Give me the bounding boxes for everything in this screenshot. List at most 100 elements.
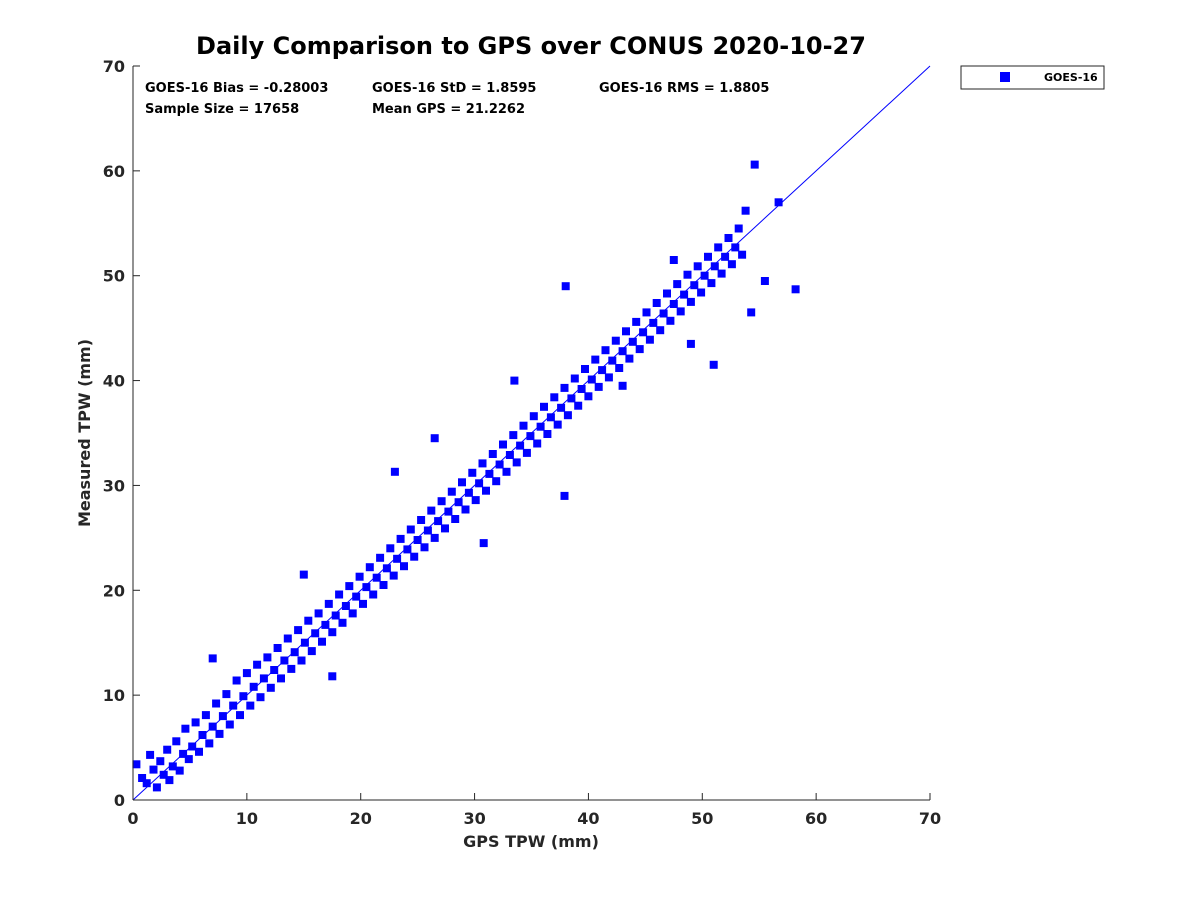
data-point — [294, 626, 303, 635]
y-tick-label: 40 — [103, 372, 125, 391]
data-point — [444, 507, 453, 516]
data-point — [447, 487, 456, 496]
data-point — [561, 282, 570, 291]
data-point — [427, 506, 436, 515]
data-point — [557, 403, 566, 412]
data-point — [697, 288, 706, 297]
data-point — [299, 570, 308, 579]
data-point — [430, 533, 439, 542]
data-point — [458, 478, 466, 487]
data-point — [400, 562, 408, 571]
data-point — [601, 346, 610, 355]
data-point — [393, 554, 402, 563]
data-point — [253, 660, 262, 669]
stat-sample-size: Sample Size = 17658 — [145, 102, 299, 117]
data-point — [362, 583, 371, 592]
data-point — [441, 524, 449, 533]
data-point — [724, 234, 733, 242]
data-point — [396, 534, 405, 543]
data-point — [574, 401, 583, 410]
data-point — [417, 516, 426, 524]
data-point — [693, 262, 702, 271]
data-point — [239, 692, 248, 701]
data-point — [553, 420, 562, 429]
data-point — [352, 592, 361, 601]
data-point — [175, 766, 184, 775]
data-point — [256, 693, 265, 702]
data-point — [379, 581, 388, 589]
data-point — [615, 364, 624, 372]
data-point — [512, 458, 521, 467]
data-point — [502, 467, 511, 476]
data-point — [747, 308, 756, 317]
x-tick-label: 0 — [127, 809, 138, 828]
data-point — [304, 616, 313, 625]
data-point — [328, 672, 337, 681]
data-point — [721, 252, 730, 261]
data-point — [259, 674, 268, 683]
data-point — [669, 300, 678, 308]
data-point — [656, 326, 665, 335]
y-tick-label: 10 — [103, 686, 125, 705]
data-point — [510, 376, 519, 385]
data-point — [423, 526, 432, 535]
data-point — [266, 683, 275, 692]
data-point — [403, 545, 412, 554]
x-tick-label: 40 — [577, 809, 599, 828]
data-point — [625, 354, 634, 363]
data-point — [345, 582, 354, 591]
data-point — [632, 317, 641, 326]
data-point — [495, 460, 504, 469]
data-point — [522, 448, 531, 457]
data-point — [191, 718, 200, 727]
data-point — [560, 491, 569, 500]
data-point — [263, 653, 272, 662]
data-point — [163, 745, 172, 754]
data-point — [287, 664, 296, 673]
data-point — [714, 243, 723, 252]
y-tick-label: 60 — [103, 162, 125, 181]
data-point — [413, 536, 422, 544]
data-point — [369, 590, 378, 599]
stat-bias: GOES-16 Bias = -0.28003 — [145, 81, 328, 96]
data-point — [529, 412, 538, 421]
data-point — [338, 618, 347, 627]
data-point — [165, 776, 174, 785]
data-point — [750, 160, 759, 169]
data-point — [734, 224, 743, 233]
data-point — [683, 270, 692, 279]
legend-box — [960, 65, 1105, 90]
data-point — [321, 620, 330, 629]
data-point — [499, 440, 507, 449]
x-axis-label: GPS TPW (mm) — [463, 832, 599, 851]
axes — [132, 66, 930, 801]
data-point — [686, 297, 695, 306]
data-point — [526, 432, 535, 441]
data-point — [390, 467, 399, 476]
chart-title: Daily Comparison to GPS over CONUS 2020-… — [196, 32, 866, 60]
data-point — [690, 281, 699, 290]
data-point — [567, 394, 576, 403]
y-axis-label: Measured TPW (mm) — [75, 339, 94, 527]
stat-mean-gps: Mean GPS = 21.2262 — [372, 102, 525, 117]
data-point — [290, 648, 299, 657]
data-point — [738, 250, 747, 259]
data-point — [181, 724, 190, 733]
x-tick-label: 30 — [463, 809, 485, 828]
data-point — [536, 422, 545, 431]
data-point — [471, 496, 480, 505]
data-point — [273, 644, 282, 652]
data-point — [311, 629, 320, 638]
y-tick-label: 30 — [103, 476, 125, 495]
y-tick-label: 50 — [103, 267, 125, 286]
data-point — [172, 737, 181, 746]
data-point — [152, 783, 161, 792]
data-point — [389, 571, 398, 580]
data-point — [314, 609, 323, 618]
data-point — [642, 308, 651, 317]
data-point — [618, 381, 627, 390]
data-point — [297, 656, 306, 665]
data-point — [478, 459, 487, 468]
data-point — [707, 279, 716, 288]
data-point — [464, 488, 473, 497]
